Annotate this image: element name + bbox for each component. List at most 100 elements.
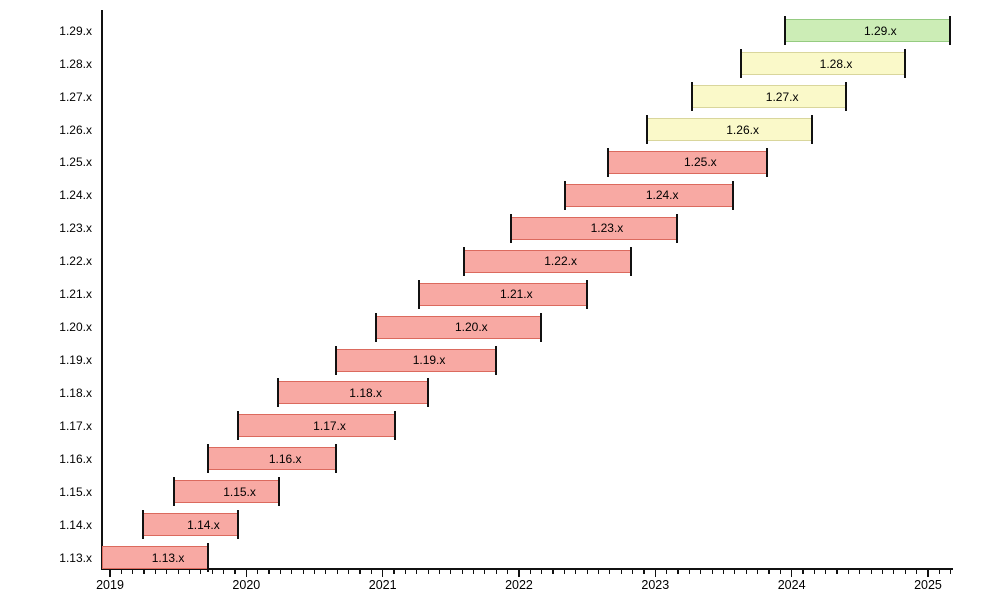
x-axis-minor-tick [279, 569, 281, 574]
x-axis-tick-label: 2020 [232, 578, 261, 592]
x-axis-minor-tick [950, 569, 952, 574]
y-axis-label: 1.25.x [59, 155, 92, 170]
x-axis-minor-tick [472, 569, 475, 574]
version-bar-label: 1.27.x [765, 89, 799, 104]
x-axis-minor-tick [677, 569, 679, 574]
bar-start-tick [335, 345, 338, 375]
bar-start-tick [207, 444, 210, 474]
x-axis-minor-tick [507, 569, 509, 574]
x-axis-minor-tick [586, 569, 588, 574]
x-axis-minor-tick [325, 569, 327, 574]
bar-start-tick [564, 180, 567, 210]
x-axis-minor-tick [234, 569, 236, 574]
y-axis-label: 1.18.x [59, 385, 92, 400]
bar-start-tick [374, 312, 377, 342]
x-axis-minor-tick [779, 569, 781, 574]
y-axis-label: 1.22.x [59, 254, 92, 269]
version-bar-label: 1.21.x [499, 287, 533, 302]
version-bar-label: 1.17.x [313, 418, 346, 433]
x-axis-tick-label: 2019 [96, 578, 124, 592]
x-axis-minor-tick [700, 569, 702, 574]
y-axis-label: 1.29.x [59, 23, 92, 38]
y-axis-label: 1.28.x [59, 56, 92, 71]
bar-start-tick [646, 115, 649, 145]
x-axis-minor-tick [893, 569, 895, 574]
version-bar-label: 1.29.x [863, 23, 897, 38]
x-axis-minor-tick [450, 569, 452, 574]
x-axis-minor-tick [643, 569, 645, 574]
version-bar-label: 1.14.x [187, 517, 220, 532]
bar-end-tick [426, 378, 429, 408]
x-axis-minor-tick [609, 569, 611, 574]
bar-end-tick [586, 279, 589, 309]
x-axis-minor-tick [541, 569, 543, 574]
x-axis-minor-tick [188, 569, 191, 574]
version-bar-label: 1.26.x [726, 122, 759, 137]
x-axis-minor-tick [881, 569, 884, 574]
x-axis-minor-tick [302, 569, 304, 574]
bar-end-tick [207, 543, 210, 573]
x-axis-major-tick [381, 569, 384, 577]
x-axis-minor-tick [552, 569, 554, 574]
x-axis-minor-tick [268, 569, 270, 574]
bar-start-tick [276, 378, 279, 408]
bar-start-tick [173, 477, 176, 507]
x-axis-minor-tick [404, 569, 406, 574]
x-axis-minor-tick [859, 569, 861, 574]
x-axis-minor-tick [120, 569, 122, 574]
version-bar-label: 1.23.x [590, 221, 624, 236]
x-axis-minor-tick [484, 569, 486, 574]
y-axis-label: 1.13.x [59, 550, 92, 565]
x-axis-minor-tick [132, 569, 134, 574]
bar-start-tick [463, 246, 466, 276]
bar-start-tick [509, 213, 512, 243]
x-axis-major-tick [245, 569, 248, 577]
bar-end-tick [335, 444, 338, 474]
x-axis-minor-tick [597, 569, 600, 574]
version-bar-label: 1.16.x [268, 451, 302, 466]
x-axis-minor-tick [768, 569, 770, 574]
x-axis-minor-tick [620, 569, 622, 574]
x-axis-major-tick [790, 569, 793, 577]
y-axis-label: 1.21.x [59, 287, 92, 302]
bar-end-tick [845, 82, 848, 112]
x-axis-minor-tick [416, 569, 418, 574]
bar-end-tick [629, 246, 632, 276]
x-axis-minor-tick [688, 569, 690, 574]
x-axis-minor-tick [495, 569, 497, 574]
x-axis-minor-tick [722, 569, 725, 574]
x-axis-minor-tick [223, 569, 225, 574]
x-axis-minor-tick [166, 569, 168, 574]
x-axis-tick-label: 2025 [914, 578, 942, 592]
y-axis-label: 1.16.x [59, 451, 92, 466]
x-axis-minor-tick [802, 569, 804, 574]
version-bar-label: 1.13.x [151, 550, 185, 565]
bar-start-tick [237, 411, 240, 441]
x-axis-major-tick [927, 569, 929, 577]
y-axis-label: 1.23.x [59, 221, 92, 236]
bar-end-tick [278, 477, 281, 507]
x-axis-minor-tick [870, 569, 872, 574]
bar-end-tick [539, 312, 542, 342]
x-axis-minor-tick [257, 569, 259, 574]
x-axis-minor-tick [200, 569, 202, 574]
x-axis-tick-label: 2021 [368, 578, 397, 592]
x-axis-minor-tick [461, 569, 463, 574]
version-bar-label: 1.22.x [544, 254, 577, 269]
bar-start-tick [141, 510, 144, 540]
version-bar-label: 1.28.x [819, 56, 853, 71]
bar-end-tick [766, 147, 769, 177]
version-bar-label: 1.24.x [645, 188, 679, 203]
bar-end-tick [494, 345, 497, 375]
x-axis-minor-tick [904, 569, 906, 574]
x-axis-minor-tick [359, 569, 361, 574]
x-axis-minor-tick [336, 569, 338, 574]
y-axis-label: 1.24.x [59, 188, 92, 203]
y-axis-label: 1.17.x [59, 418, 92, 433]
version-bar-label: 1.19.x [412, 353, 446, 367]
version-bar-label: 1.15.x [223, 484, 256, 499]
x-axis-minor-tick [825, 569, 827, 574]
bar-end-tick [676, 213, 679, 243]
x-axis-minor-tick [529, 569, 531, 574]
